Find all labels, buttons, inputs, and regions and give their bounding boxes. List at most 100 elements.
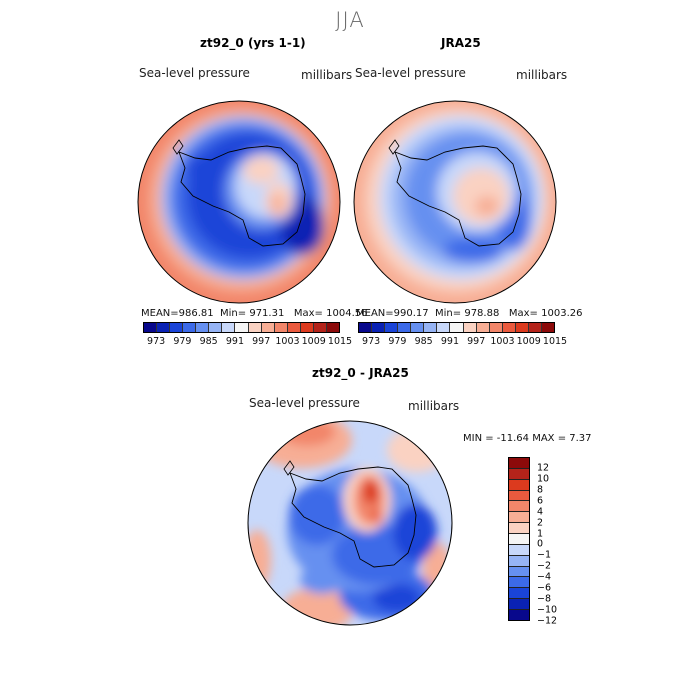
model-max-value: 1004.56 <box>326 308 368 319</box>
diff-colorbar-swatch <box>509 588 529 600</box>
diff-units-label: millibars <box>408 399 460 413</box>
model-units-label: millibars <box>301 68 353 82</box>
diff-colorbar-swatch <box>509 512 529 524</box>
diff-colorbar-tick-label: −6 <box>537 582 552 594</box>
model-colorbar <box>143 322 340 333</box>
diff-colorbar-tick-label: −4 <box>537 571 552 583</box>
diff-minmax-stats: MIN = -11.64 MAX = 7.37 <box>463 433 592 444</box>
diff-colorbar-swatch <box>509 599 529 611</box>
model-colorbar-swatch <box>313 323 327 332</box>
obs-panel-title: JRA25 <box>441 36 481 50</box>
model-panel-title: zt92_0 (yrs 1-1) <box>200 36 306 50</box>
model-colorbar-tick-label: 991 <box>225 336 244 347</box>
model-colorbar-swatch <box>300 323 314 332</box>
diff-colorbar <box>508 457 530 621</box>
model-colorbar-swatch <box>144 323 158 332</box>
season-title: JJA <box>335 8 365 32</box>
diff-colorbar-tick-label: −10 <box>537 604 558 616</box>
model-colorbar-swatch <box>326 323 339 332</box>
obs-stats: MEAN=990.17 Min= 978.88 Max= 1003.26 <box>356 308 582 319</box>
model-colorbar-swatch <box>274 323 288 332</box>
obs-colorbar-swatch <box>528 323 542 332</box>
model-polar-map <box>137 100 341 304</box>
model-colorbar-swatch <box>196 323 210 332</box>
model-colorbar-swatch <box>287 323 301 332</box>
diff-panel-title: zt92_0 - JRA25 <box>312 366 409 380</box>
model-mean-value: 986.81 <box>178 308 214 319</box>
obs-colorbar-swatch <box>515 323 529 332</box>
diff-colorbar-tick-label: −8 <box>537 593 552 605</box>
obs-colorbar-swatch <box>359 323 373 332</box>
obs-mean-value: 990.17 <box>393 308 429 319</box>
obs-colorbar <box>358 322 555 333</box>
diff-colorbar-swatch <box>509 566 529 578</box>
obs-colorbar-swatch <box>411 323 425 332</box>
obs-colorbar-swatch <box>385 323 399 332</box>
obs-colorbar-swatch <box>489 323 503 332</box>
model-min-value: 971.31 <box>249 308 285 319</box>
diff-colorbar-tick-label: 1 <box>537 528 544 540</box>
obs-min-label: Min= <box>435 308 462 319</box>
obs-colorbar-swatch <box>437 323 451 332</box>
model-colorbar-swatch <box>183 323 197 332</box>
obs-colorbar-tick-label: 1003 <box>490 336 515 347</box>
obs-colorbar-tick-label: 985 <box>414 336 433 347</box>
model-colorbar-swatch <box>235 323 249 332</box>
diff-colorbar-tick-label: −2 <box>537 560 552 572</box>
diff-colorbar-tick-label: 4 <box>537 506 544 518</box>
diff-polar-map <box>247 420 453 626</box>
obs-colorbar-tick-label: 979 <box>388 336 407 347</box>
diff-colorbar-tick-label: 8 <box>537 484 544 496</box>
model-colorbar-swatch <box>248 323 262 332</box>
obs-units-label: millibars <box>516 68 568 82</box>
obs-colorbar-swatch <box>502 323 516 332</box>
diff-colorbar-swatch <box>509 523 529 535</box>
model-colorbar-tick-label: 1003 <box>275 336 300 347</box>
diff-colorbar-tick-label: −1 <box>537 549 552 561</box>
diff-colorbar-swatch <box>509 544 529 556</box>
model-colorbar-swatch <box>157 323 171 332</box>
obs-colorbar-swatch <box>372 323 386 332</box>
diff-colorbar-swatch <box>509 458 529 469</box>
model-mean-label: MEAN= <box>141 308 179 319</box>
model-colorbar-tick-label: 1015 <box>327 336 353 347</box>
obs-colorbar-tick-label: 1009 <box>516 336 541 347</box>
diff-colorbar-tick-label: 2 <box>537 517 544 529</box>
diff-colorbar-swatch <box>509 555 529 567</box>
obs-colorbar-swatch <box>398 323 412 332</box>
diff-colorbar-swatch <box>509 468 529 480</box>
obs-colorbar-swatch <box>541 323 554 332</box>
model-min-label: Min= <box>220 308 247 319</box>
obs-colorbar-swatch <box>476 323 490 332</box>
model-colorbar-swatch <box>222 323 236 332</box>
diff-colorbar-swatch <box>509 577 529 589</box>
obs-colorbar-swatch <box>463 323 477 332</box>
diff-colorbar-tick-label: 10 <box>537 473 550 485</box>
model-colorbar-tick-label: 997 <box>252 336 271 347</box>
diff-colorbar-tick-label: 0 <box>537 538 544 550</box>
obs-max-value: 1003.26 <box>541 308 583 319</box>
obs-colorbar-tick-label: 973 <box>362 336 381 347</box>
diff-colorbar-tick-label: −12 <box>537 615 558 627</box>
obs-colorbar-tick-label: 1015 <box>542 336 568 347</box>
diff-variable-label: Sea-level pressure <box>249 396 360 410</box>
obs-variable-label: Sea-level pressure <box>355 66 466 80</box>
model-colorbar-tick-label: 973 <box>147 336 166 347</box>
model-variable-label: Sea-level pressure <box>139 66 250 80</box>
diff-colorbar-swatch <box>509 534 529 545</box>
model-max-label: Max= <box>293 308 323 319</box>
model-colorbar-tick-label: 979 <box>173 336 192 347</box>
model-colorbar-tick-label: 1009 <box>301 336 326 347</box>
diff-colorbar-tick-label: 6 <box>537 495 544 507</box>
diff-colorbar-swatch <box>509 479 529 491</box>
model-colorbar-tick-label: 985 <box>199 336 218 347</box>
obs-colorbar-swatch <box>424 323 438 332</box>
obs-min-value: 978.88 <box>464 308 500 319</box>
obs-polar-map <box>353 100 557 304</box>
model-colorbar-swatch <box>261 323 275 332</box>
model-colorbar-swatch <box>209 323 223 332</box>
obs-max-label: Max= <box>508 308 538 319</box>
obs-colorbar-swatch <box>450 323 464 332</box>
obs-colorbar-tick-label: 997 <box>467 336 486 347</box>
diff-colorbar-tick-label: 12 <box>537 462 550 474</box>
